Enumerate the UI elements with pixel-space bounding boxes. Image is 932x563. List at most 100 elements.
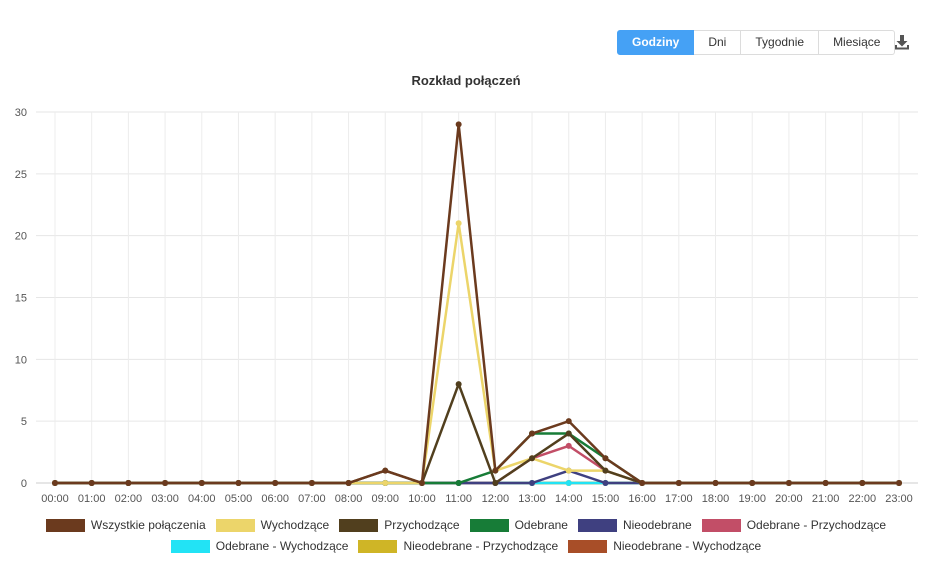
- series-3-point: [455, 480, 462, 486]
- dni-button[interactable]: Dni: [694, 30, 742, 55]
- y-tick-label: 20: [15, 231, 27, 243]
- legend-item[interactable]: Wychodzące: [215, 518, 330, 532]
- series-2-point: [602, 467, 609, 474]
- tygodnie-button[interactable]: Tygodnie: [741, 30, 820, 55]
- series-0-point: [198, 480, 205, 486]
- series-0-point: [492, 467, 499, 474]
- legend-item[interactable]: Wszystkie połączenia: [45, 518, 206, 532]
- series-0-point: [272, 480, 279, 486]
- series-6-point: [565, 480, 572, 486]
- series-0-point: [639, 480, 646, 486]
- x-tick-label: 15:00: [592, 493, 620, 505]
- x-tick-label: 02:00: [115, 493, 143, 505]
- series-0-point: [162, 480, 169, 486]
- x-tick-label: 08:00: [335, 493, 363, 505]
- series-0-point: [382, 467, 389, 474]
- x-tick-label: 04:00: [188, 493, 216, 505]
- legend: Wszystkie połączenia Wychodzące Przychodzą…: [0, 518, 932, 560]
- series-3-line: [55, 432, 899, 485]
- legend-swatch: [215, 518, 255, 532]
- series-1: [52, 220, 902, 486]
- legend-swatch: [577, 518, 617, 532]
- legend-label: Nieodebrane - Wychodzące: [613, 539, 762, 553]
- y-tick-label: 25: [15, 169, 27, 181]
- series-3: [52, 430, 902, 486]
- legend-swatch: [568, 539, 608, 553]
- range-toolbar: Godziny Dni Tygodnie Miesiące: [617, 30, 896, 55]
- x-tick-label: 09:00: [371, 493, 399, 505]
- series-2-point: [565, 430, 572, 437]
- x-axis: 00:00 01:00 02:00 03:00 04:00 05:00 06:00 07:00…: [41, 493, 913, 505]
- series-0-point: [785, 480, 792, 486]
- x-tick-label: 13:00: [518, 493, 546, 505]
- series-2-point: [455, 381, 462, 388]
- x-tick-label: 10:00: [408, 493, 436, 505]
- x-tick-label: 14:00: [555, 493, 583, 505]
- y-tick-label: 5: [21, 416, 27, 428]
- series-0-point: [602, 455, 609, 462]
- legend-label: Odebrane - Przychodzące: [746, 518, 887, 532]
- series-0: [52, 121, 902, 486]
- series-0-point: [675, 480, 682, 486]
- legend-swatch: [701, 518, 741, 532]
- legend-item[interactable]: Przychodzące: [339, 518, 460, 532]
- series-0-point: [896, 480, 902, 486]
- y-tick-label: 30: [15, 107, 27, 119]
- legend-label: Nieodebrane: [622, 518, 692, 532]
- series-0-point: [822, 480, 829, 486]
- y-axis: 0 5 10 15 20 25 30: [15, 107, 27, 490]
- godziny-button[interactable]: Godziny: [617, 30, 695, 55]
- x-tick-label: 01:00: [78, 493, 106, 505]
- x-tick-label: 06:00: [261, 493, 289, 505]
- series-lines: [52, 121, 902, 486]
- x-tick-label: 19:00: [738, 493, 766, 505]
- legend-label: Odebrane: [514, 518, 568, 532]
- series-4-point: [529, 480, 536, 486]
- series-0-point: [418, 480, 425, 486]
- x-tick-label: 22:00: [849, 493, 877, 505]
- legend-swatch: [170, 539, 210, 553]
- series-0-point: [565, 418, 572, 425]
- download-icon[interactable]: [893, 33, 911, 51]
- x-tick-label: 16:00: [628, 493, 656, 505]
- x-tick-label: 17:00: [665, 493, 693, 505]
- legend-label: Odebrane - Wychodzące: [215, 539, 349, 553]
- miesiace-button[interactable]: Miesiące: [819, 30, 896, 55]
- series-0-point: [529, 430, 536, 437]
- x-tick-label: 18:00: [702, 493, 730, 505]
- series-5-point: [565, 442, 572, 449]
- legend-item[interactable]: Odebrane: [469, 518, 568, 532]
- series-0-line: [55, 123, 899, 485]
- legend-label: Nieodebrane - Przychodzące: [403, 539, 559, 553]
- series-0-point: [88, 480, 95, 486]
- legend-label: Wychodzące: [260, 518, 330, 532]
- legend-item[interactable]: Nieodebrane: [577, 518, 692, 532]
- y-tick-label: 10: [15, 354, 27, 366]
- x-tick-label: 07:00: [298, 493, 326, 505]
- legend-item[interactable]: Nieodebrane - Wychodzące: [568, 539, 761, 553]
- legend-item[interactable]: Odebrane - Wychodzące: [170, 539, 349, 553]
- series-0-point: [345, 480, 352, 486]
- series-0-point: [125, 480, 132, 486]
- series-0-point: [859, 480, 866, 486]
- series-1-line: [55, 222, 899, 485]
- series-2-line: [55, 382, 899, 485]
- x-tick-label: 00:00: [41, 493, 69, 505]
- series-5: [52, 442, 902, 486]
- legend-item[interactable]: Nieodebrane - Przychodzące: [358, 539, 558, 553]
- x-tick-label: 11:00: [445, 493, 472, 505]
- series-1-point: [455, 220, 462, 227]
- series-4-point: [602, 480, 609, 486]
- legend-label: Wszystkie połączenia: [90, 518, 206, 532]
- legend-swatch: [339, 518, 379, 532]
- y-tick-label: 15: [15, 293, 27, 305]
- x-tick-label: 05:00: [225, 493, 253, 505]
- series-1-point: [382, 480, 389, 486]
- series-2-point: [492, 480, 499, 486]
- legend-item[interactable]: Odebrane - Przychodzące: [701, 518, 887, 532]
- series-0-point: [52, 480, 58, 486]
- series-0-point: [235, 480, 242, 486]
- series-0-point: [455, 121, 462, 128]
- series-2-point: [529, 455, 536, 462]
- legend-label: Przychodzące: [384, 518, 460, 532]
